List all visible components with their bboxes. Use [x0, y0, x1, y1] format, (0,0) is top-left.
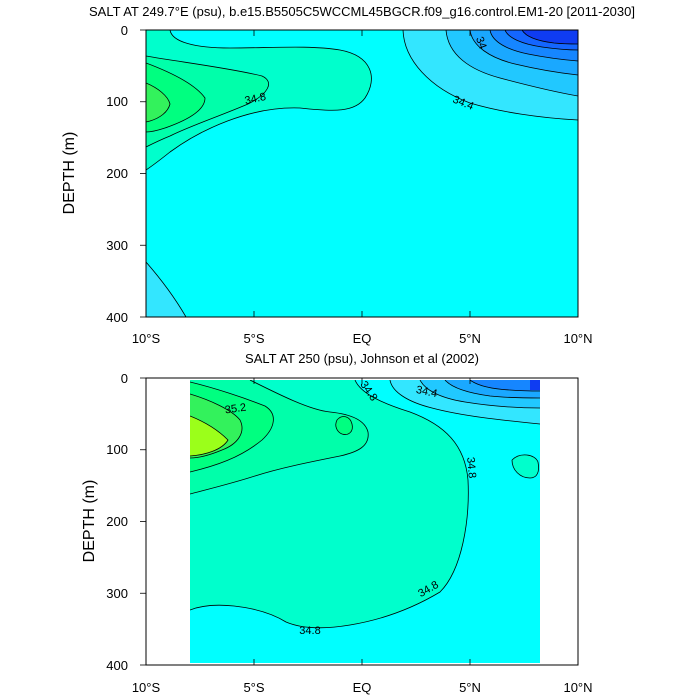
- top-y-tick: 200: [106, 166, 128, 181]
- top-contour-label: 34: [473, 35, 488, 51]
- bottom-x-tick: 10°S: [132, 680, 161, 695]
- bottom-x-tick: 5°N: [459, 680, 481, 695]
- top-contour-fills: [146, 30, 578, 317]
- top-x-tick: 10°N: [563, 331, 592, 346]
- bottom-y-tick: 400: [106, 658, 128, 673]
- bot-fill-lowsalt-4: [470, 380, 540, 391]
- bottom-contour-label: 34.4: [415, 384, 438, 400]
- bottom-panel: SALT AT 250 (psu), Johnson et al (2002): [81, 351, 593, 695]
- top-panel: SALT AT 249.7°E (psu), b.e15.B5505C5WCCM…: [61, 4, 635, 346]
- top-fill-band-6: [522, 30, 578, 44]
- top-x-tick-labels: 10°S 5°S EQ 5°N 10°N: [132, 331, 593, 346]
- bottom-chart-title: SALT AT 250 (psu), Johnson et al (2002): [245, 351, 479, 366]
- bottom-x-tick: 10°N: [563, 680, 592, 695]
- bottom-x-tick-labels: 10°S 5°S EQ 5°N 10°N: [132, 680, 593, 695]
- top-y-tick: 100: [106, 94, 128, 109]
- bottom-contour-label: 35.2: [224, 402, 247, 417]
- bot-fill-green-eq-blob: [335, 416, 353, 435]
- bot-fill-green-right-blob: [512, 454, 539, 478]
- top-x-tick: 10°S: [132, 331, 161, 346]
- bottom-y-axis-label: DEPTH (m): [81, 480, 98, 563]
- bottom-y-tick: 100: [106, 442, 128, 457]
- top-contour-lines: [146, 30, 578, 317]
- top-y-tick: 0: [121, 23, 128, 38]
- bottom-y-tick: 200: [106, 514, 128, 529]
- top-fill-hisalt-4: [146, 83, 170, 122]
- top-contour-label: 34.8: [244, 91, 267, 107]
- bot-fill-lowsalt-5: [530, 380, 540, 390]
- top-x-tick: 5°N: [459, 331, 481, 346]
- bottom-x-tick: EQ: [353, 680, 372, 695]
- bottom-contour-lines: [190, 380, 540, 629]
- top-x-tick: EQ: [353, 331, 372, 346]
- bottom-x-tick: 5°S: [243, 680, 264, 695]
- top-y-tick: 400: [106, 310, 128, 325]
- bottom-y-tick-labels: 0 100 200 300 400: [106, 371, 128, 673]
- bot-fill-cyan-right: [190, 380, 540, 663]
- bottom-contour-label: 34.8: [299, 625, 320, 637]
- bottom-axis-ticks: [140, 377, 579, 666]
- top-chart-title: SALT AT 249.7°E (psu), b.e15.B5505C5WCCM…: [89, 4, 635, 19]
- bottom-y-tick: 300: [106, 586, 128, 601]
- top-fill-deep-lowsalt: [146, 262, 186, 317]
- bottom-contour-fills: [190, 380, 540, 663]
- bot-fill-lime-core: [190, 416, 228, 456]
- top-x-tick: 5°S: [243, 331, 264, 346]
- bottom-y-tick: 0: [121, 371, 128, 386]
- top-y-axis-label: DEPTH (m): [61, 132, 78, 215]
- top-y-tick: 300: [106, 238, 128, 253]
- top-axis-ticks: [140, 29, 579, 318]
- top-y-tick-labels: 0 100 200 300 400: [106, 23, 128, 325]
- bottom-contour-label: 34.8: [464, 457, 478, 479]
